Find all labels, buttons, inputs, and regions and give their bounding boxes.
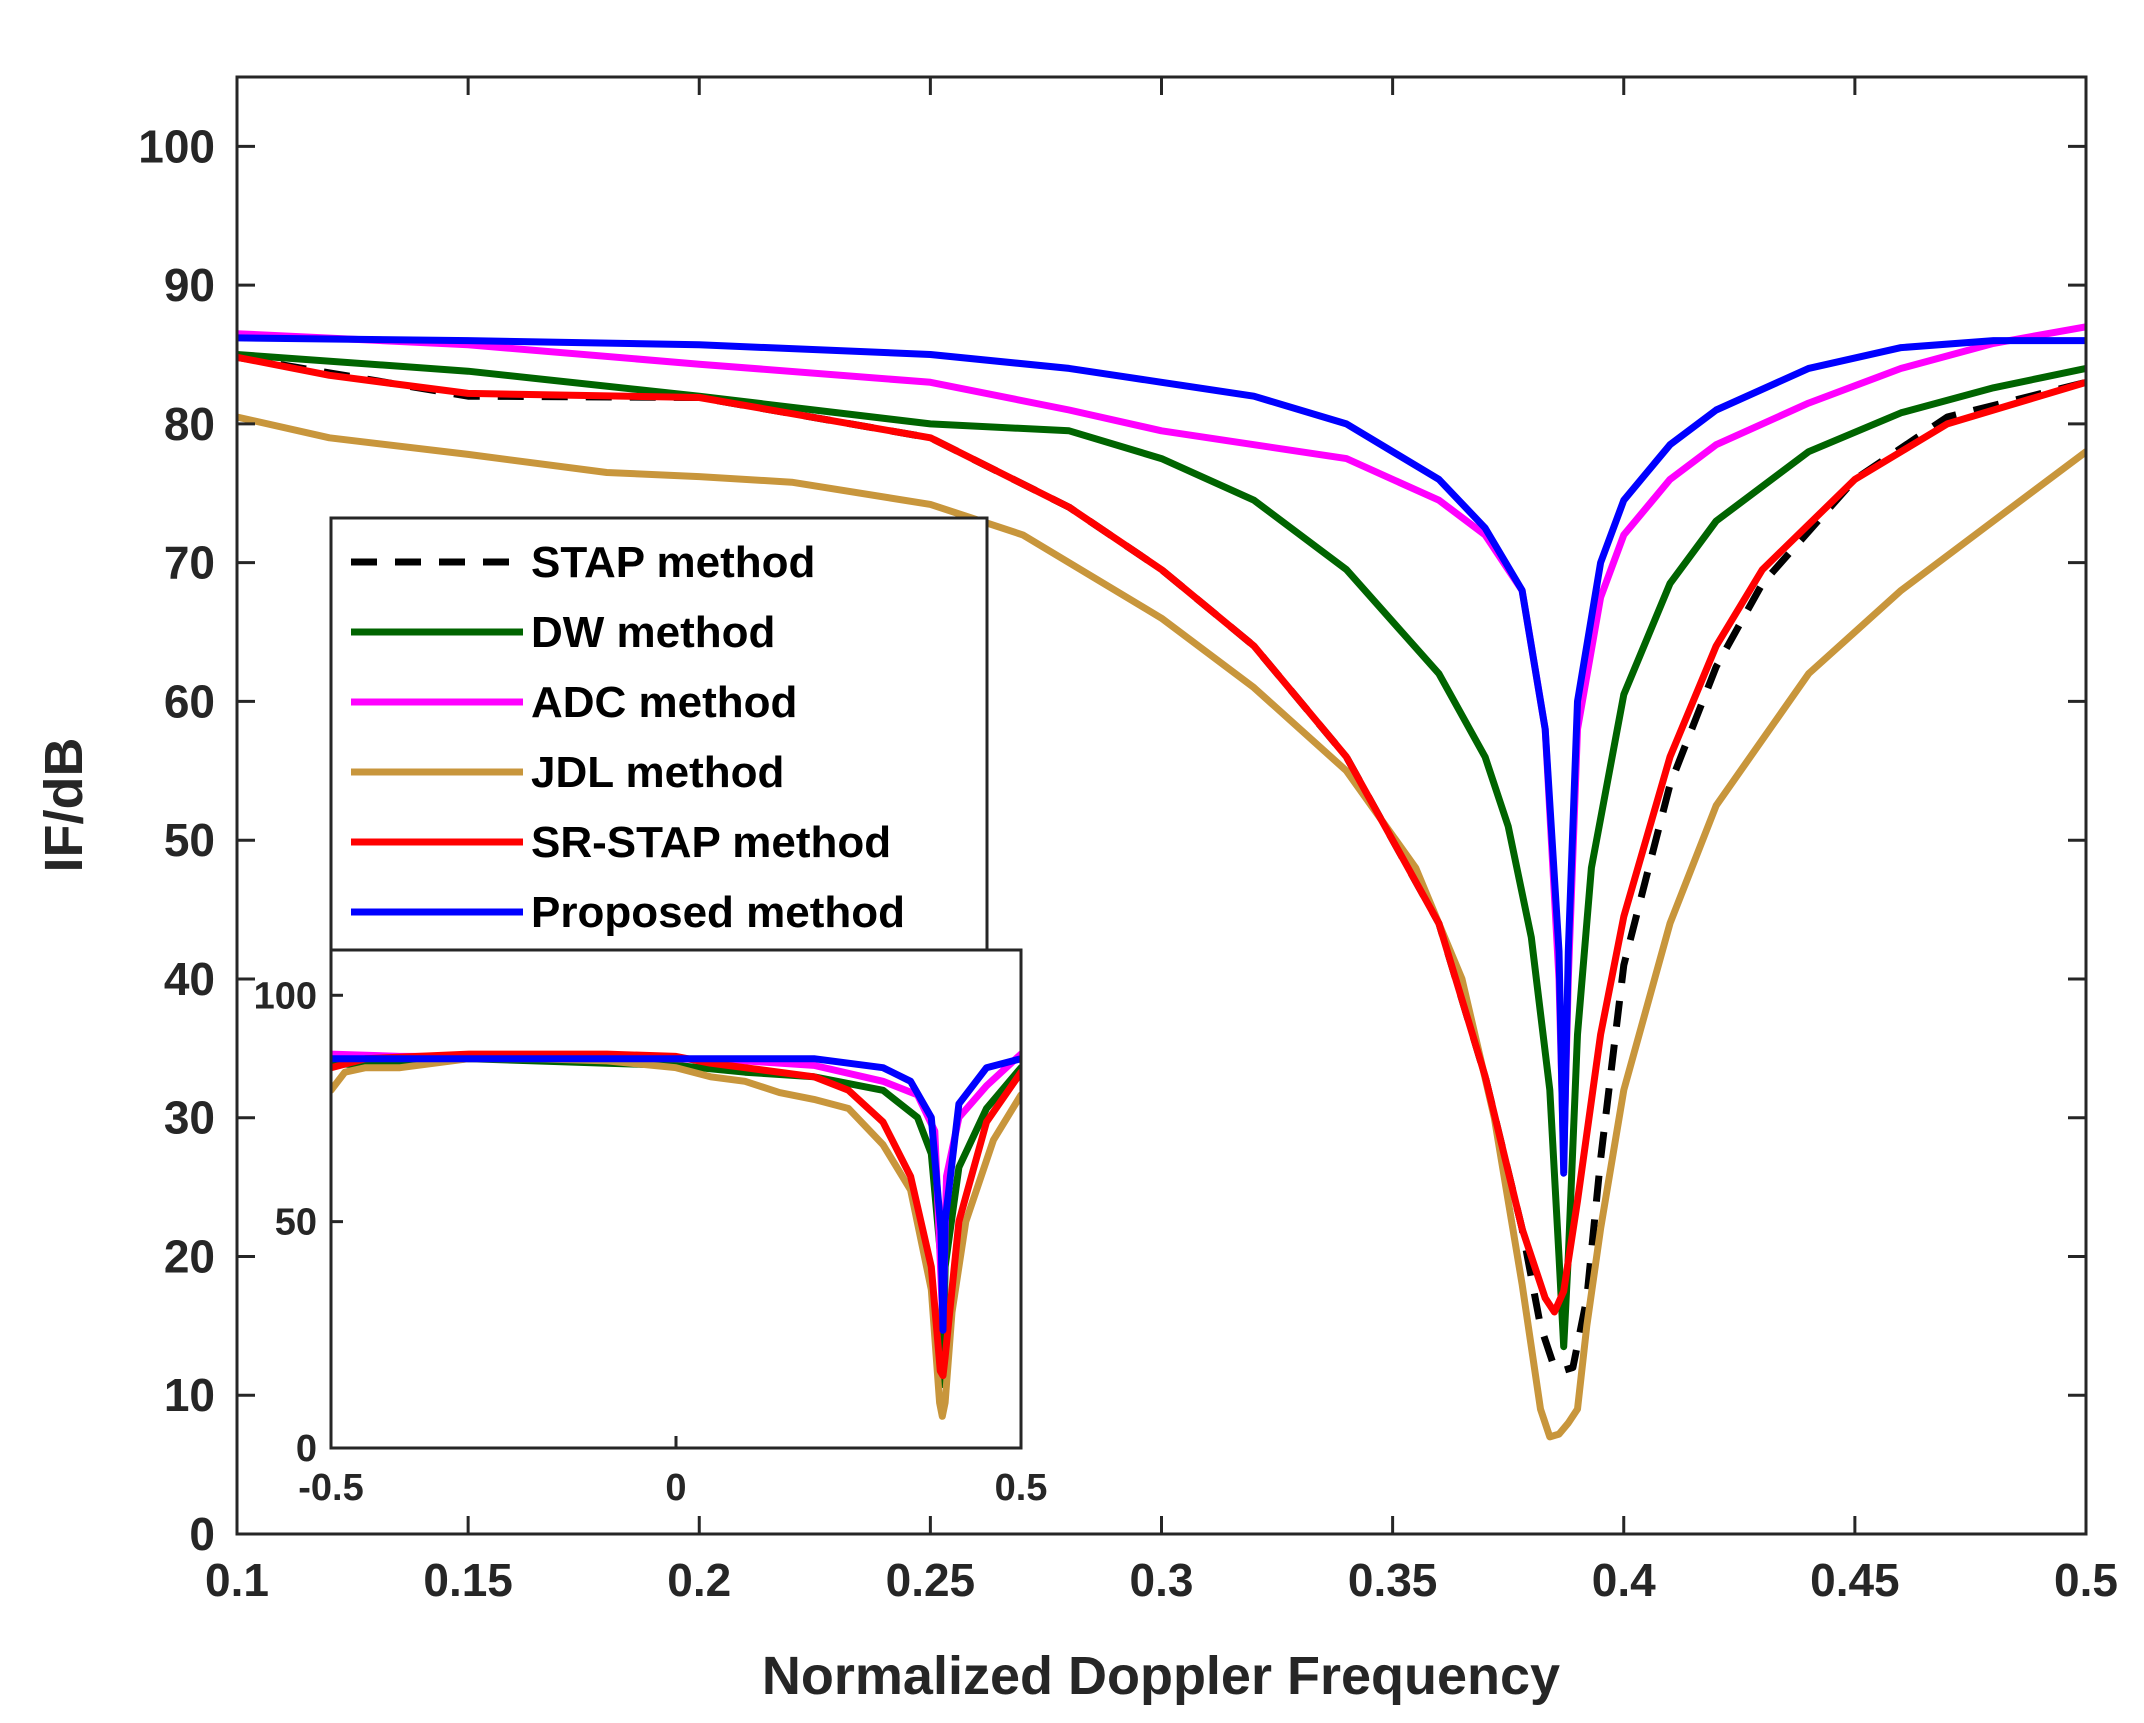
legend-box	[329, 516, 989, 952]
x-tick-label: 0.25	[886, 1554, 976, 1606]
inset-x-tick-label: -0.5	[298, 1467, 363, 1509]
x-tick-label: 0.3	[1130, 1554, 1194, 1606]
y-axis-label: IF/dB	[34, 738, 94, 873]
legend-label-stap-method: STAP method	[531, 538, 815, 587]
series-line-stap-method	[237, 353, 2086, 1374]
y-tick-label: 60	[164, 675, 215, 727]
y-tick-label: 0	[189, 1508, 215, 1560]
y-tick-label: 90	[164, 259, 215, 311]
series-group	[237, 323, 2086, 1441]
y-tick-label: 100	[138, 120, 215, 172]
inset-x-tick-label: 0.5	[995, 1467, 1048, 1509]
x-tick-label: 0.1	[205, 1554, 269, 1606]
x-tick-label: 0.35	[1348, 1554, 1438, 1606]
x-tick-label: 0.4	[1592, 1554, 1656, 1606]
x-tick-label: 0.15	[423, 1554, 513, 1606]
x-axis-label: Normalized Doppler Frequency	[762, 1646, 1560, 1706]
inset-plot-area	[331, 950, 1021, 1448]
y-tick-label: 20	[164, 1230, 215, 1282]
legend-label-jdl-method: JDL method	[531, 748, 784, 797]
inset-y-tick-label: 50	[275, 1202, 317, 1244]
legend: STAP method DW method ADC method JDL method…	[329, 516, 989, 952]
y-tick-label: 70	[164, 537, 215, 589]
inset-series-group	[331, 1050, 1021, 1420]
y-tick-label: 80	[164, 398, 215, 450]
y-tick-label: 10	[164, 1369, 215, 1421]
inset-y-tick-label: 0	[296, 1428, 317, 1470]
inset-series-line-proposed-method	[331, 1055, 1021, 1334]
legend-label-adc-method: ADC method	[531, 678, 797, 727]
series-line-sr-stap-method	[237, 353, 2086, 1316]
inset-series-line-sr-stap-method	[331, 1050, 1021, 1380]
series-line-proposed-method	[237, 334, 2086, 1177]
legend-label-dw-method: DW method	[531, 608, 775, 657]
y-tick-label: 40	[164, 953, 215, 1005]
series-line-jdl-method	[237, 413, 2086, 1441]
x-tick-label: 0.45	[1810, 1554, 1900, 1606]
inset-y-tick-label: 100	[254, 975, 317, 1017]
x-tick-label: 0.2	[667, 1554, 731, 1606]
legend-label-sr-stap-method: SR-STAP method	[531, 818, 891, 867]
legend-label-proposed-method: Proposed method	[531, 888, 905, 937]
y-tick-label: 50	[164, 814, 215, 866]
x-tick-label: 0.5	[2054, 1554, 2118, 1606]
y-tick-label: 30	[164, 1092, 215, 1144]
inset-x-tick-label: 0	[665, 1467, 686, 1509]
series-line-dw-method	[237, 351, 2086, 1351]
